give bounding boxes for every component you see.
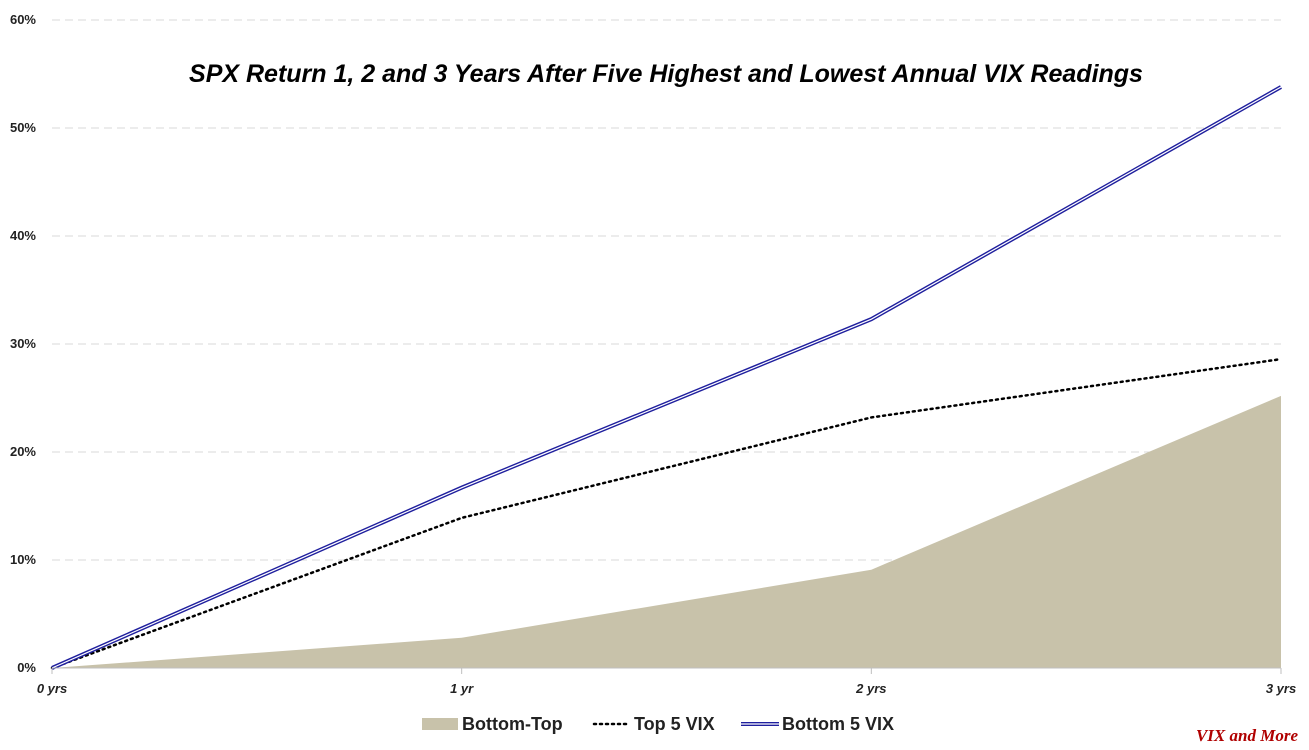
x-tick-label: 1 yr	[450, 681, 474, 696]
y-tick-label: 20%	[10, 444, 36, 459]
legend-label: Bottom 5 VIX	[782, 714, 894, 734]
y-tick-label: 50%	[10, 120, 36, 135]
legend-label: Bottom-Top	[462, 714, 563, 734]
watermark-logo: VIX and More	[1196, 726, 1298, 745]
chart-title: SPX Return 1, 2 and 3 Years After Five H…	[189, 60, 1143, 88]
x-tick-label: 0 yrs	[37, 681, 67, 696]
y-axis: 0% 10% 20% 30% 40% 50% 60%	[10, 12, 36, 675]
y-tick-label: 40%	[10, 228, 36, 243]
legend: Bottom-Top Top 5 VIX Bottom 5 VIX	[422, 714, 894, 734]
y-tick-label: 0%	[17, 660, 36, 675]
line-series-bottom-5-vix-inner	[51, 86, 1282, 669]
y-tick-label: 30%	[10, 336, 36, 351]
line-series	[50, 85, 1283, 670]
legend-label: Top 5 VIX	[634, 714, 715, 734]
x-tick-label: 3 yrs	[1266, 681, 1296, 696]
gridlines	[52, 19, 1281, 561]
x-axis: 0 yrs 1 yr 2 yrs 3 yrs	[37, 667, 1296, 696]
y-tick-label: 60%	[10, 12, 36, 27]
area-series	[52, 395, 1281, 668]
line-series-top-5-vix	[50, 357, 1283, 670]
x-tick-label: 2 yrs	[855, 681, 886, 696]
legend-swatch-bottom-top	[422, 718, 458, 730]
y-tick-label: 10%	[10, 552, 36, 567]
area-series-bottom-top	[52, 395, 1281, 668]
